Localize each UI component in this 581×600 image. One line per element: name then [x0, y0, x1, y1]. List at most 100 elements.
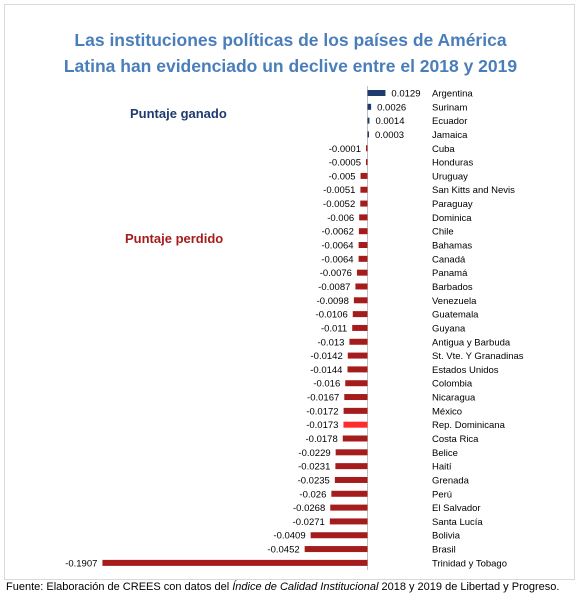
bar: [102, 559, 368, 566]
bar: [358, 242, 368, 249]
value-label: -0.0271: [293, 517, 325, 528]
value-label: -0.0087: [318, 282, 350, 293]
value-label: -0.1907: [65, 558, 97, 569]
value-label: -0.0172: [306, 406, 338, 417]
loss-annotation: Puntaje perdido: [125, 231, 224, 246]
bar: [342, 435, 368, 442]
category-label: Jamaica: [432, 130, 468, 141]
value-label: -0.0142: [311, 351, 343, 362]
bar: [355, 283, 368, 290]
category-label: Surinam: [432, 102, 467, 113]
category-label: Bolivia: [432, 531, 461, 542]
category-label: Ecuador: [432, 116, 467, 127]
value-label: -0.0235: [298, 475, 330, 486]
category-label: San Kitts and Nevis: [432, 185, 515, 196]
bar: [367, 103, 372, 110]
value-label: -0.026: [299, 489, 326, 500]
category-label: Antigua y Barbuda: [432, 337, 511, 348]
bar: [360, 172, 368, 179]
category-label: Honduras: [432, 158, 473, 169]
bar: [343, 421, 368, 428]
chart-frame: [4, 4, 575, 580]
bar: [366, 145, 368, 152]
source-note: Fuente: Elaboración de CREES con datos d…: [6, 581, 559, 593]
value-label: 0.0014: [375, 116, 404, 127]
source-prefix: Fuente: Elaboración de CREES con datos d…: [6, 581, 233, 593]
bar: [366, 159, 368, 166]
value-label: -0.0167: [307, 393, 339, 404]
category-label: Haití: [432, 462, 452, 473]
category-label: Paraguay: [432, 199, 473, 210]
category-label: Rep. Dominicana: [432, 420, 506, 431]
bar: [344, 394, 368, 401]
value-label: -0.0052: [323, 199, 355, 210]
category-label: Guatemala: [432, 310, 479, 321]
source-italic: Índice de Calidad Institucional: [232, 581, 379, 593]
category-label: Uruguay: [432, 171, 468, 182]
bar: [329, 518, 368, 525]
value-label: -0.0064: [321, 254, 353, 265]
bar: [347, 366, 368, 373]
bar: [352, 324, 368, 331]
bar: [334, 476, 368, 483]
value-label: -0.0231: [298, 462, 330, 473]
category-label: Colombia: [432, 379, 473, 390]
value-label: -0.0229: [298, 448, 330, 459]
bar: [335, 463, 368, 470]
gain-annotation: Puntaje ganado: [130, 106, 227, 121]
category-label: México: [432, 406, 462, 417]
bar: [310, 532, 368, 539]
bar: [353, 297, 368, 304]
value-label: 0.0026: [377, 102, 406, 113]
bar: [358, 228, 368, 235]
category-label: Canadá: [432, 254, 466, 265]
bar: [367, 131, 369, 138]
value-label: -0.0005: [329, 158, 361, 169]
category-label: Cuba: [432, 144, 455, 155]
category-label: Barbados: [432, 282, 473, 293]
category-label: Costa Rica: [432, 434, 479, 445]
value-label: -0.0178: [306, 434, 338, 445]
bar: [360, 186, 368, 193]
value-label: -0.016: [313, 379, 340, 390]
category-label: Panamá: [432, 268, 468, 279]
category-label: Nicaragua: [432, 393, 476, 404]
value-label: -0.0106: [316, 310, 348, 321]
category-label: Argentina: [432, 89, 473, 100]
category-label: Santa Lucía: [432, 517, 483, 528]
chart-title-line-2: Latina han evidenciado un declive entre …: [63, 56, 518, 76]
bar: [367, 90, 386, 96]
value-label: -0.0076: [320, 268, 352, 279]
category-label: Guyana: [432, 323, 466, 334]
bar: [335, 449, 368, 456]
value-label: -0.013: [317, 337, 344, 348]
value-label: -0.0001: [329, 144, 361, 155]
value-label: -0.005: [329, 171, 356, 182]
chart-title-line-1: Las instituciones políticas de los paíse…: [74, 30, 507, 50]
bar: [345, 380, 368, 387]
value-label: -0.0268: [293, 503, 325, 514]
category-label: Brasil: [432, 545, 456, 556]
value-label: -0.011: [321, 323, 347, 334]
value-label: -0.0452: [267, 545, 299, 556]
category-label: Belice: [432, 448, 458, 459]
bar: [360, 200, 368, 207]
value-label: -0.0062: [322, 227, 354, 238]
bar: [347, 352, 368, 359]
bar: [330, 504, 368, 511]
value-label: -0.0051: [323, 185, 355, 196]
value-label: -0.0144: [310, 365, 342, 376]
category-label: Dominica: [432, 213, 472, 224]
category-label: Bahamas: [432, 241, 472, 252]
bar: [356, 269, 368, 276]
source-suffix: 2018 y 2019 de Libertad y Progreso.: [378, 581, 560, 593]
category-label: Grenada: [432, 475, 470, 486]
category-label: Trinidad y Tobago: [432, 558, 507, 569]
value-label: 0.0003: [375, 130, 404, 141]
category-label: El Salvador: [432, 503, 481, 514]
category-label: Estados Unidos: [432, 365, 499, 376]
category-label: Chile: [432, 227, 454, 238]
category-label: St. Vte. Y Granadinas: [432, 351, 524, 362]
bar: [352, 311, 368, 318]
